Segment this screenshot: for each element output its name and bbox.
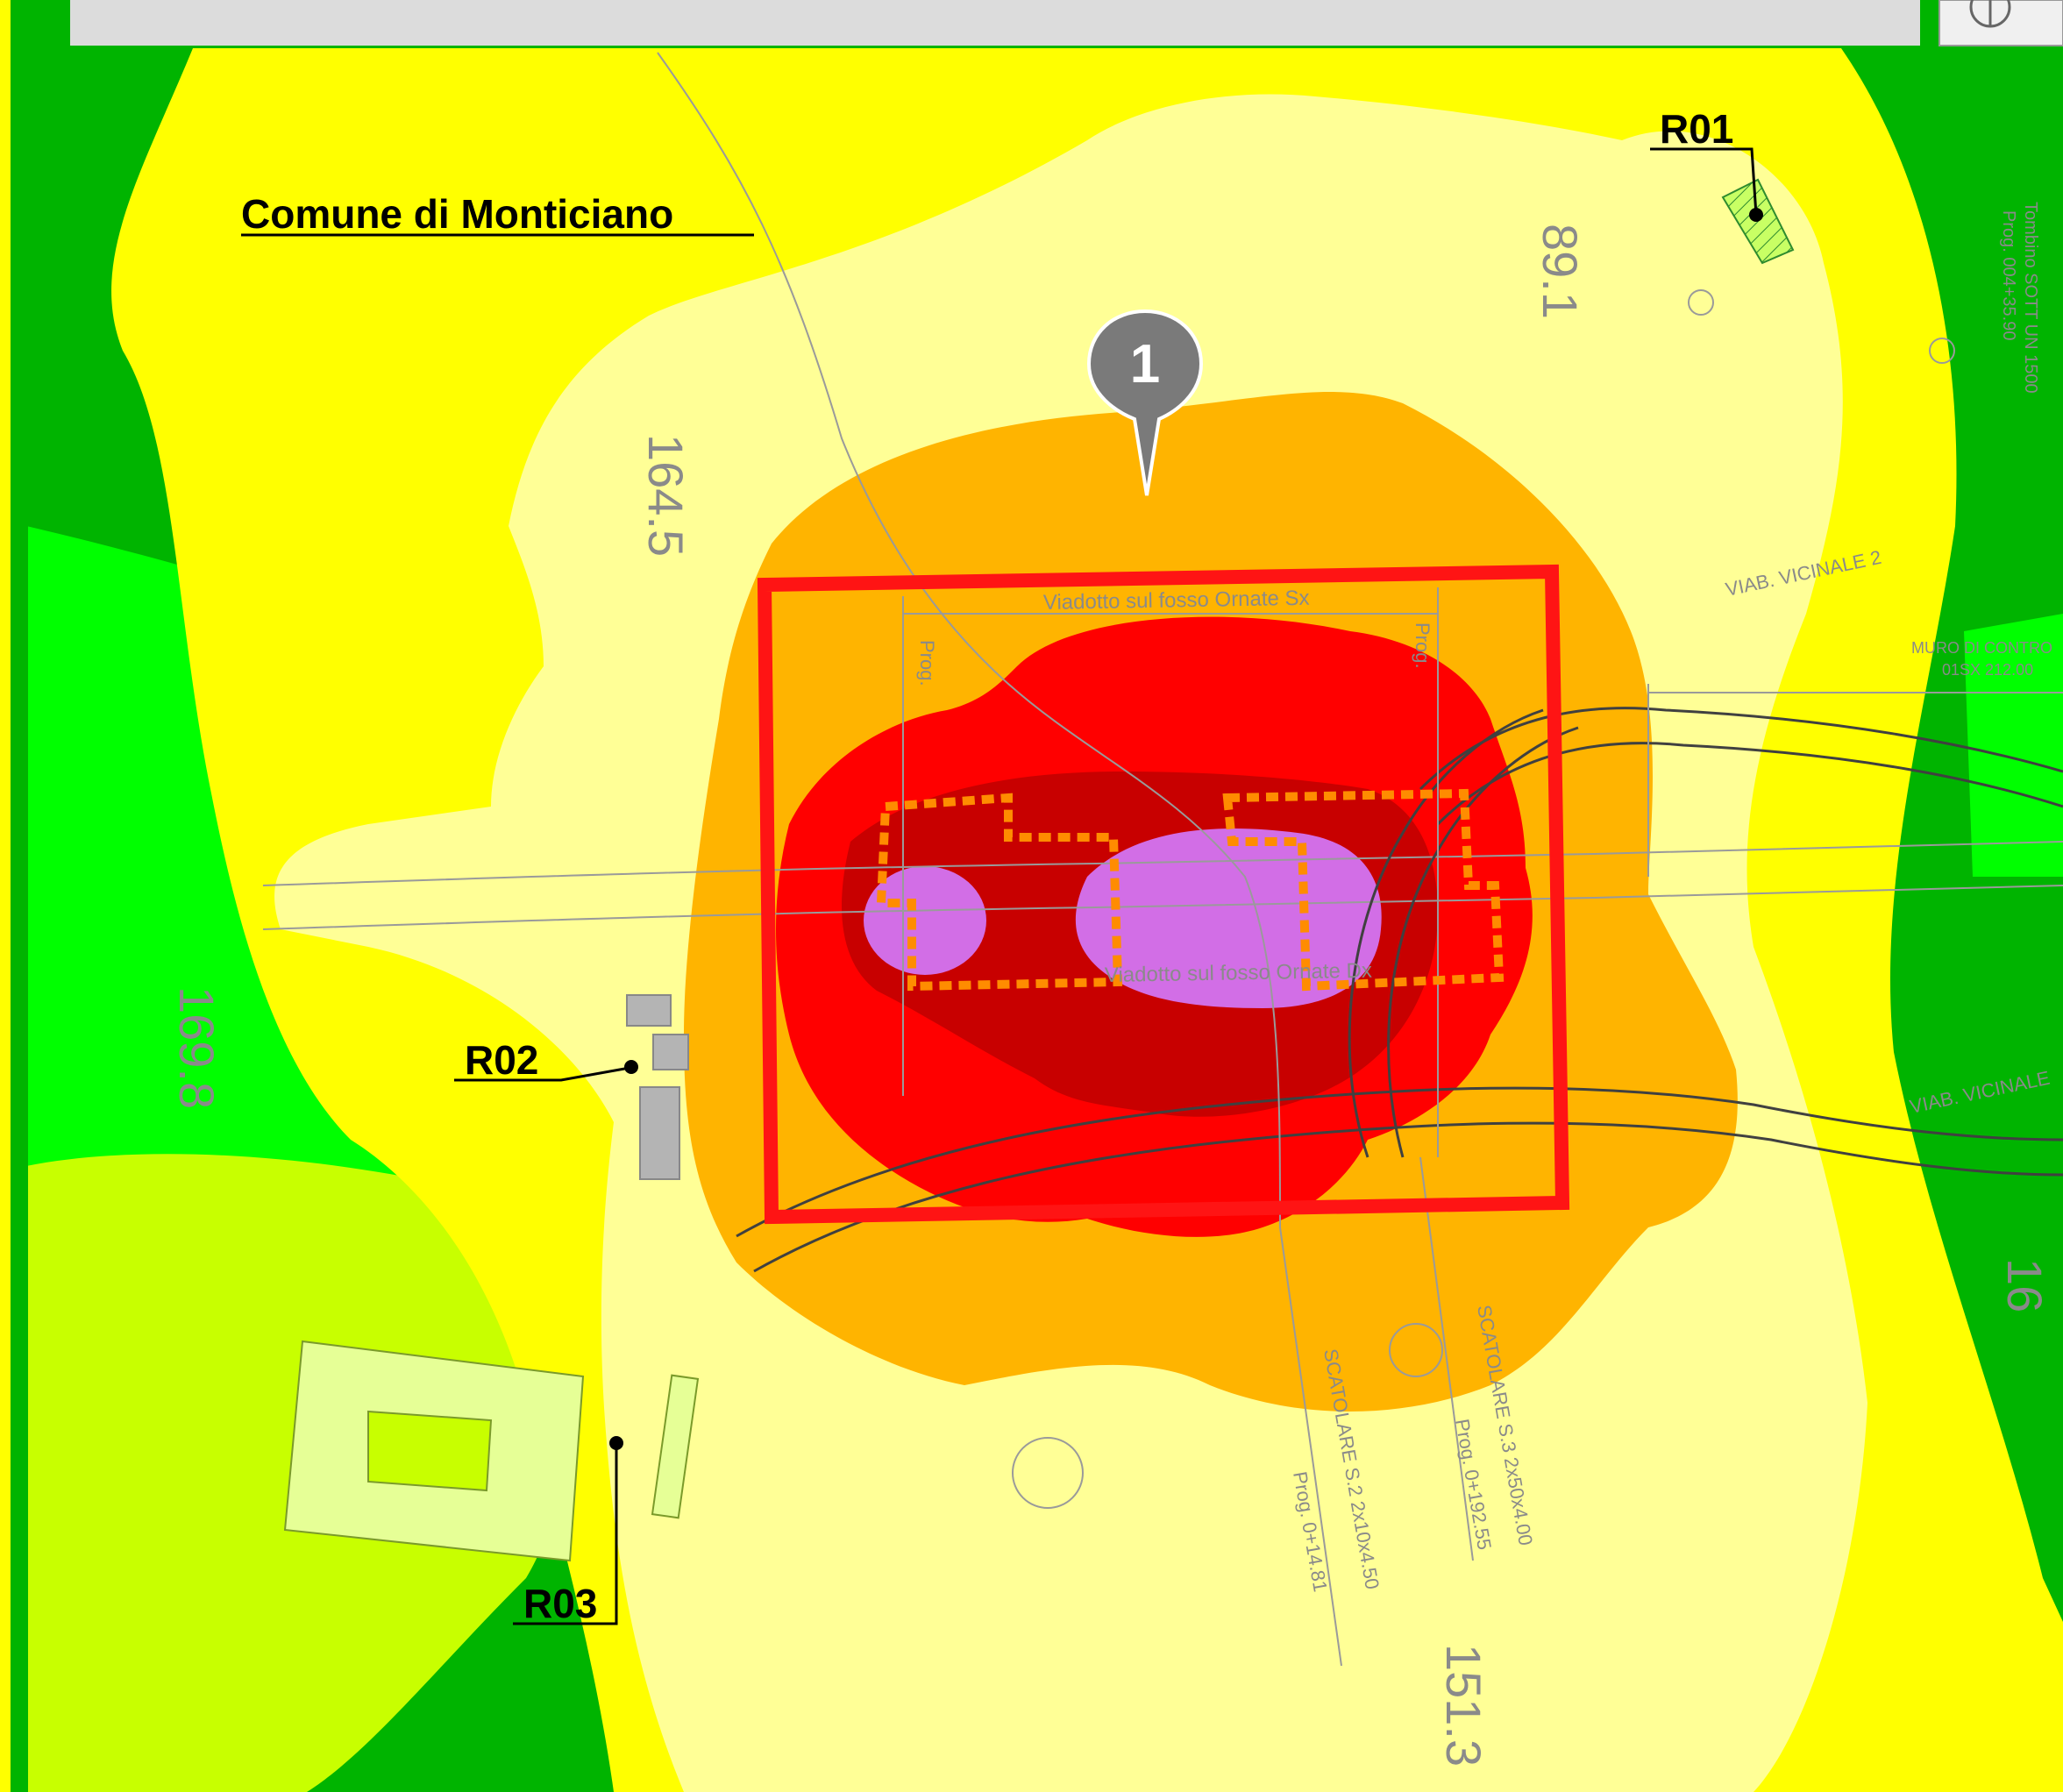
cad-tombino-prog: Prog. 004+35.90 — [1999, 210, 2018, 340]
marker-pin-icon — [1086, 309, 1204, 496]
zone-bright-green-right — [1964, 614, 2063, 877]
cad-viaduct-bottom: Viadotto sul fosso Ornate Dx — [1105, 959, 1372, 987]
receptor-r02-leader — [454, 1066, 630, 1082]
cad-viaduct-top: Viadotto sul fosso Ornate Sx — [1043, 587, 1310, 615]
receptor-r02-point — [624, 1060, 638, 1074]
cad-prog-left: Prog. — [916, 640, 938, 686]
cad-prog-right: Prog. — [1412, 622, 1433, 669]
receptor-r03-leader — [513, 1445, 618, 1625]
building-r03 — [283, 1340, 700, 1562]
cad-elev-16: 16 — [1997, 1258, 2052, 1312]
cad-elev-1698: 169.8 — [169, 986, 224, 1109]
receptor-r01[interactable]: R01 — [1650, 106, 1763, 222]
receptor-r01-label: R01 — [1660, 106, 1733, 152]
cad-elev-1645: 164.5 — [638, 434, 694, 557]
cad-muro-sub: 01SX 212.00 — [1942, 661, 2033, 679]
left-border — [0, 0, 11, 1792]
work-area-outline — [876, 788, 1505, 992]
municipality-label: Comune di Monticiano — [241, 191, 673, 237]
receptor-r01-point — [1749, 208, 1763, 222]
map-marker[interactable]: 1 — [1086, 309, 1204, 496]
receptor-r01-leader — [1650, 147, 1758, 216]
receptor-r03-label: R03 — [523, 1581, 597, 1626]
buildings-r02 — [626, 994, 689, 1180]
cad-tombino: Tombino SOTT UN 1500 — [2021, 202, 2040, 394]
top-bar — [70, 0, 1920, 46]
receptor-r02[interactable]: R02 — [454, 1037, 638, 1083]
receptor-r03[interactable]: R03 — [513, 1436, 623, 1626]
left-border-line — [11, 0, 28, 1792]
cad-muro: MURO DI CONTRO — [1911, 639, 2052, 657]
site-outline — [757, 564, 1570, 1225]
zone-purple-left — [864, 866, 986, 975]
receptor-r02-label: R02 — [465, 1037, 538, 1083]
cad-elev-891: 89.1 — [1533, 224, 1588, 319]
marker-number: 1 — [1130, 334, 1160, 395]
cad-elev-151: 151.3 — [1436, 1644, 1491, 1767]
receptor-r03-point — [609, 1436, 623, 1450]
